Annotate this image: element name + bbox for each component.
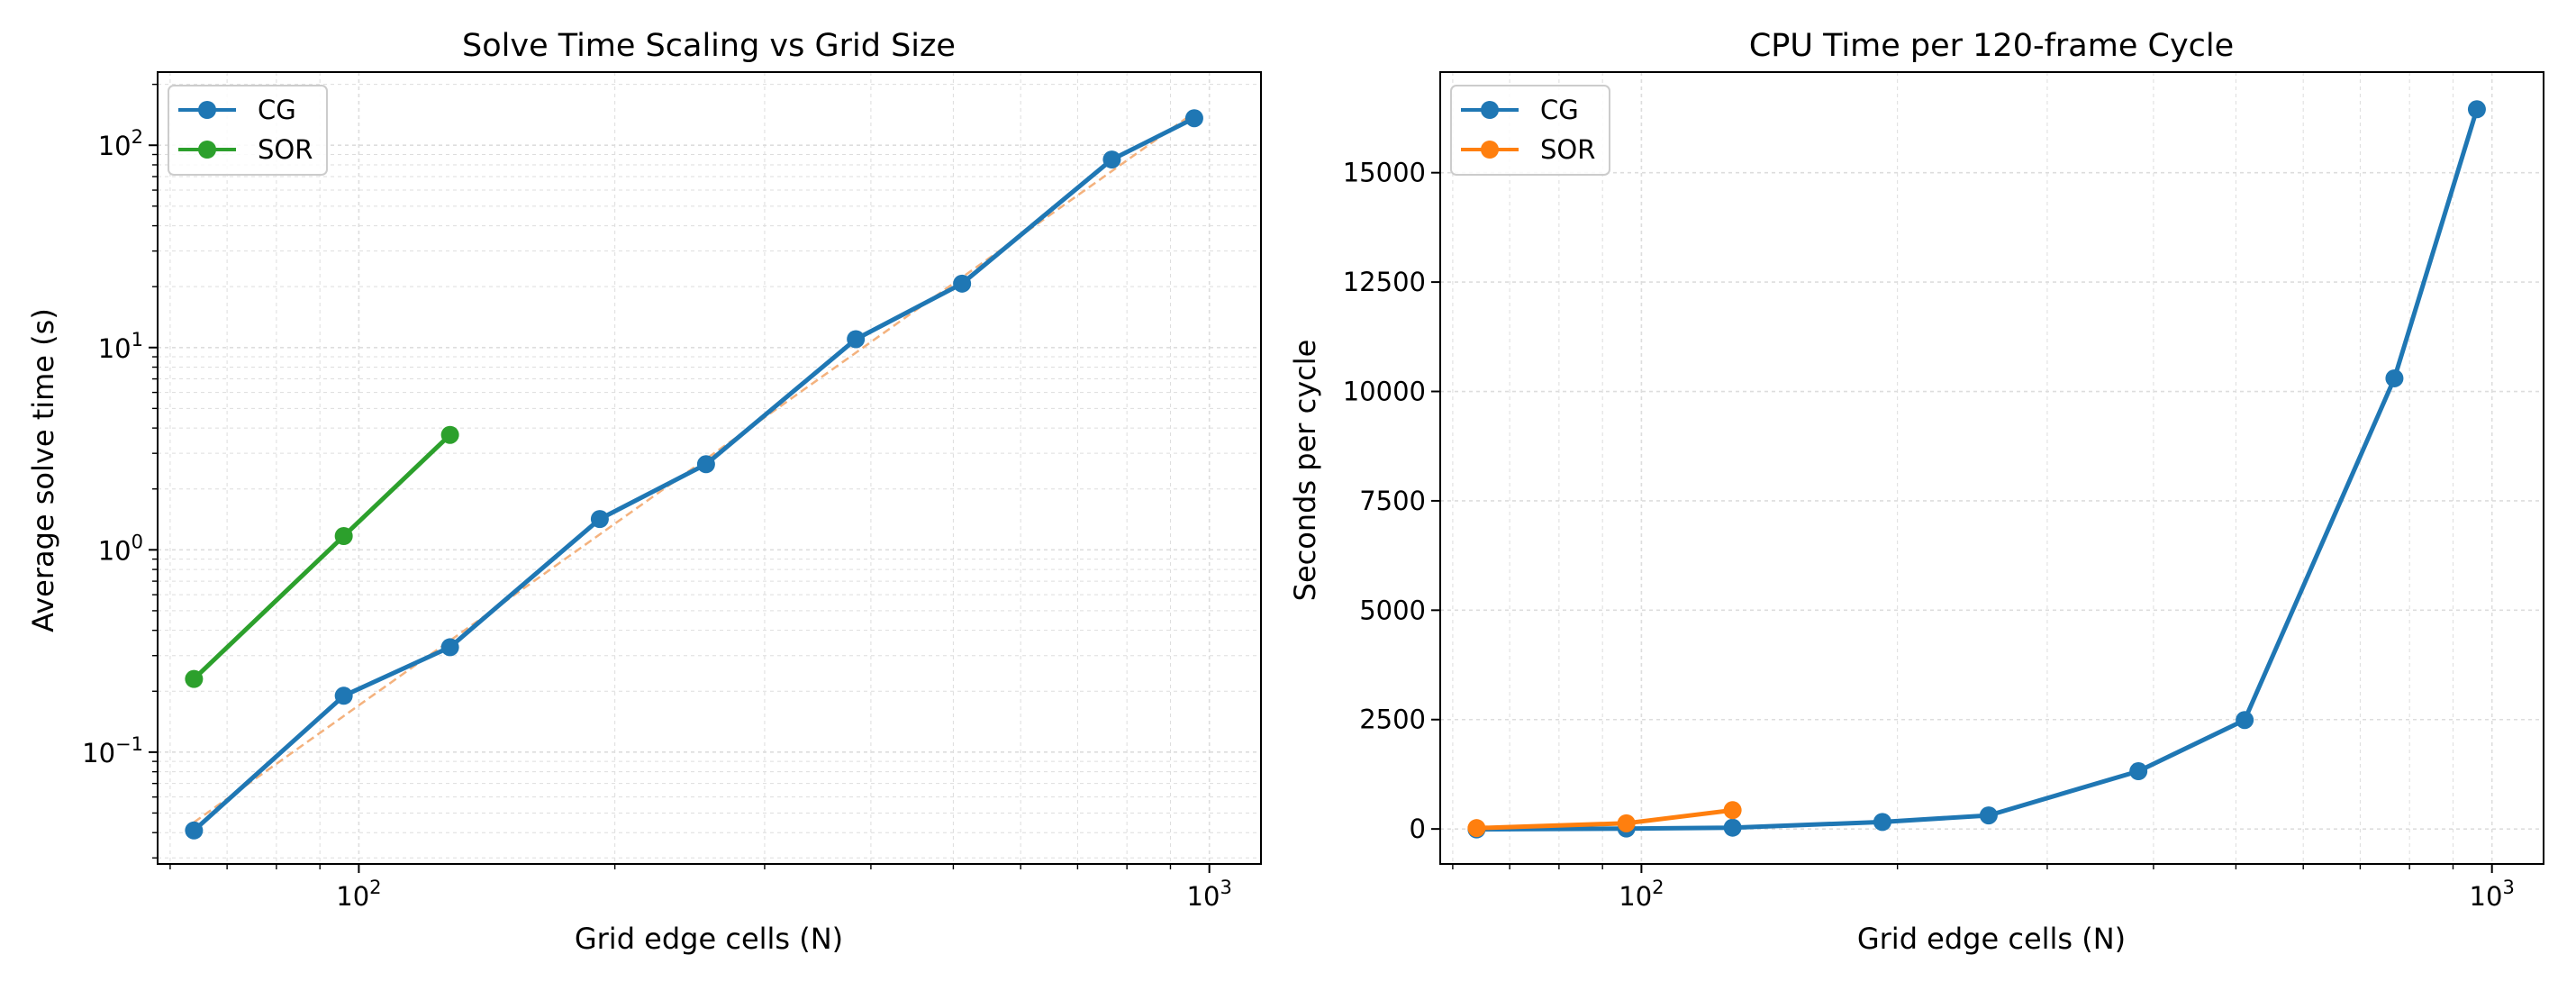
data-point-sor <box>440 425 459 444</box>
data-point-sor <box>185 669 204 688</box>
legend-marker-cg <box>198 101 216 119</box>
legend: CG SOR <box>168 85 328 176</box>
legend-entry-cg: CG <box>258 95 296 125</box>
legend-marker-sor <box>198 141 216 159</box>
y-tick-label: 15000 <box>1343 158 1426 188</box>
legend-entry-cg: CG <box>1540 95 1579 125</box>
data-point-cg <box>696 455 715 474</box>
y-tick-label: 101 <box>98 329 143 364</box>
y-tick-label: 12500 <box>1343 267 1426 297</box>
legend-marker-cg <box>1481 101 1499 119</box>
y-tick-label: 5000 <box>1359 595 1426 625</box>
x-tick-label: 103 <box>2470 877 2515 912</box>
data-point-cg <box>334 686 353 705</box>
legend-entry-sor: SOR <box>258 134 313 165</box>
data-point-cg <box>1102 150 1121 169</box>
y-axis-label: Average solve time (s) <box>26 308 60 632</box>
data-point-cg <box>2385 368 2404 387</box>
chart-solve-time: Solve Time Scaling vs Grid Size Grid edg… <box>26 28 1262 956</box>
data-point-cg <box>2236 711 2254 730</box>
legend-entry-sor: SOR <box>1540 134 1595 165</box>
y-axis-label: Seconds per cycle <box>1288 340 1322 602</box>
x-tick-label: 103 <box>1187 877 1232 912</box>
data-point-sor <box>1723 801 1742 820</box>
data-point-cg <box>185 821 204 840</box>
data-point-cg <box>1979 806 1998 825</box>
x-tick-label: 102 <box>336 877 381 912</box>
chart-title: Solve Time Scaling vs Grid Size <box>462 28 956 64</box>
ticks: 102 103 0 2500 5000 7500 10000 12500 15000 <box>1343 158 2515 912</box>
data-point-cg <box>1723 818 1742 837</box>
grid <box>158 72 1261 864</box>
x-axis-label: Grid edge cells (N) <box>1857 922 2126 956</box>
grid <box>1440 72 2544 864</box>
plot-frame <box>157 71 1262 865</box>
y-tick-label: 2500 <box>1359 705 1426 735</box>
legend: CG SOR <box>1450 85 1610 176</box>
data-point-sor <box>334 527 353 546</box>
x-tick-label: 102 <box>1619 877 1664 912</box>
data-point-cg <box>1873 813 1891 832</box>
plot-frame <box>1439 71 2544 865</box>
ticks: 102 103 10−1 100 101 102 <box>82 83 1232 912</box>
y-tick-label: 10000 <box>1343 377 1426 407</box>
x-axis-label: Grid edge cells (N) <box>575 922 843 956</box>
y-tick-label: 7500 <box>1359 486 1426 516</box>
data-point-cg <box>2129 762 2148 781</box>
data-point-cg <box>1184 109 1203 128</box>
y-tick-label: 100 <box>98 531 143 566</box>
data-point-cg <box>2467 100 2486 119</box>
legend-marker-sor <box>1481 141 1499 159</box>
chart-title: CPU Time per 120-frame Cycle <box>1749 28 2234 64</box>
y-tick-label: 10−1 <box>82 733 143 768</box>
y-tick-label: 0 <box>1410 814 1426 844</box>
data-point-cg <box>590 510 609 529</box>
data-point-sor <box>1617 814 1636 832</box>
data-point-cg <box>847 330 866 349</box>
series-group <box>1467 100 2486 839</box>
series-group <box>185 109 1203 840</box>
y-tick-label: 102 <box>98 126 143 161</box>
data-point-cg <box>953 274 972 293</box>
data-point-cg <box>440 638 459 657</box>
data-point-sor <box>1467 819 1486 838</box>
chart-cpu-time: CPU Time per 120-frame Cycle Grid edge c… <box>1288 28 2544 956</box>
